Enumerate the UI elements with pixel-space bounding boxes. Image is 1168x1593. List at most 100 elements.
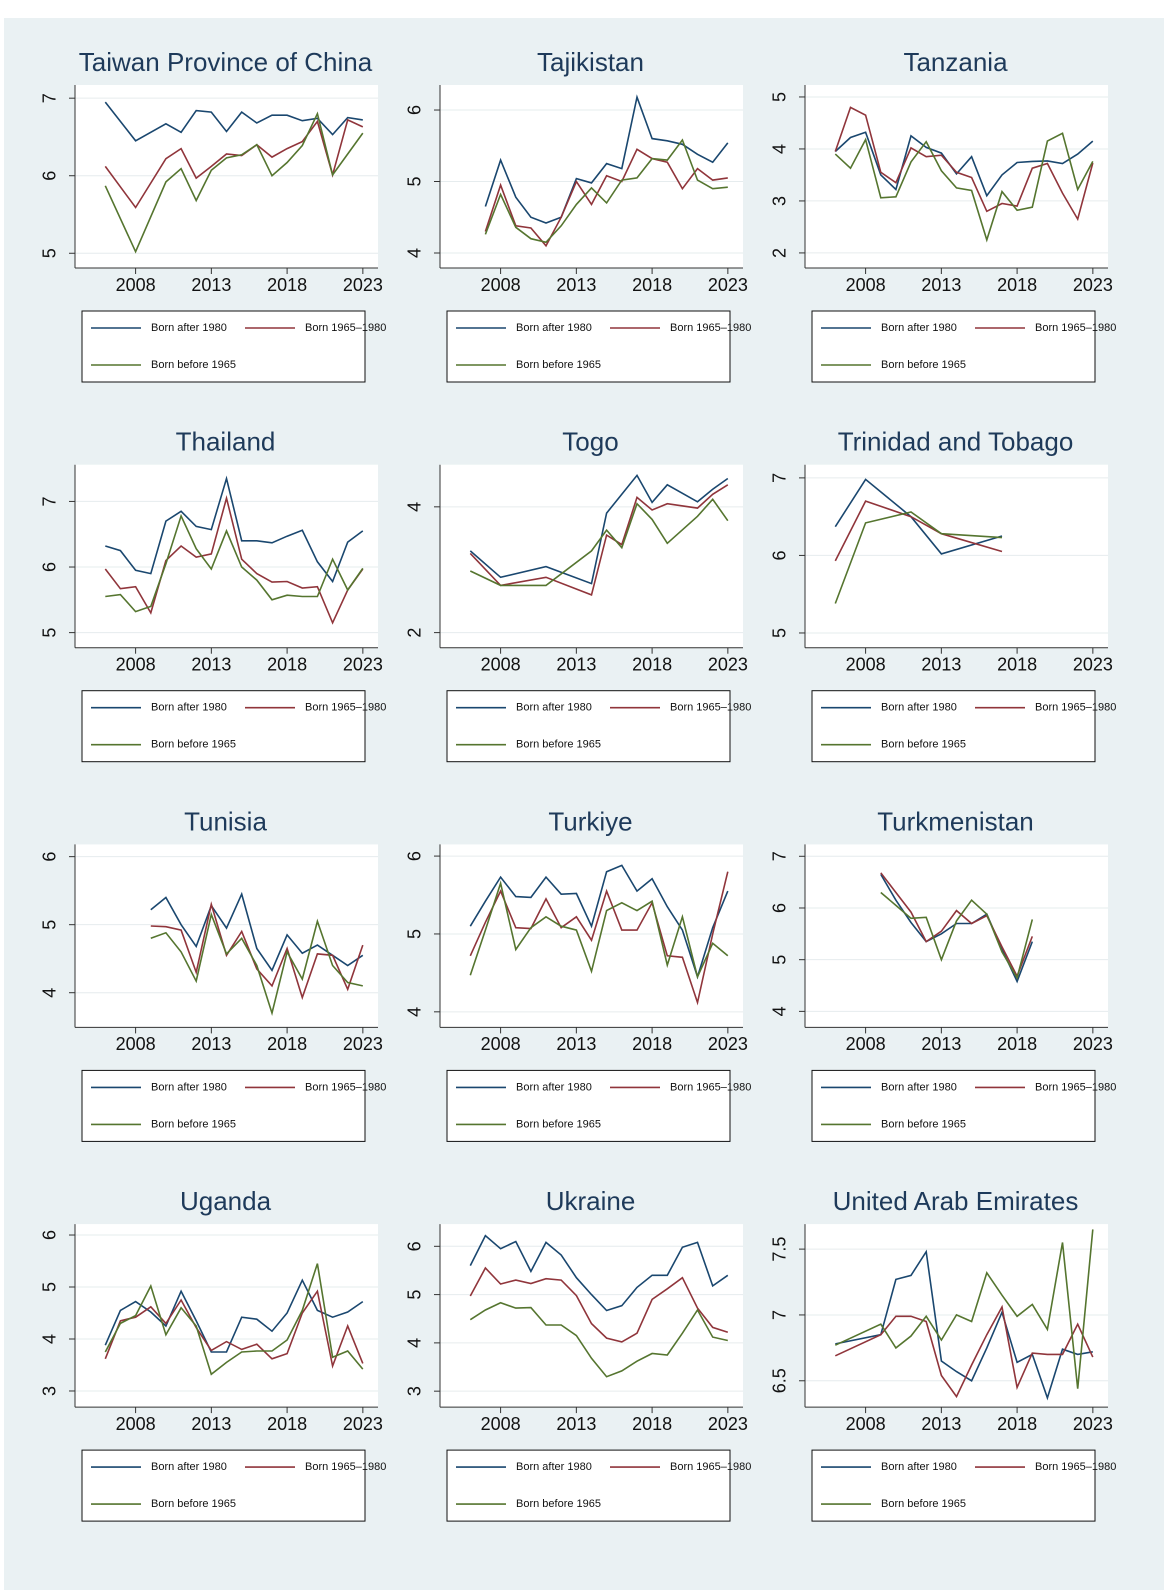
legend: [446, 1449, 731, 1522]
y-tick-label: 5: [40, 628, 60, 638]
series-line: [469, 1301, 728, 1378]
y-tick-label: 6: [770, 903, 790, 913]
y-tick-label: 5: [405, 929, 425, 939]
legend-label: Born before 1965: [516, 739, 601, 751]
series-line: [484, 138, 728, 244]
legend: [446, 310, 731, 383]
legend-label: Born after 1980: [516, 322, 592, 334]
x-tick-label: 2018: [632, 1414, 672, 1434]
x-tick-label: 2008: [481, 654, 521, 674]
legend-label: Born before 1965: [516, 359, 601, 371]
legend-label: Born 1965–1980: [1035, 322, 1116, 334]
panel-title: Tanzania: [903, 47, 1008, 77]
legend-label: Born before 1965: [881, 1498, 966, 1510]
x-tick-label: 2013: [556, 1414, 596, 1434]
panel-title: Turkiye: [548, 806, 632, 836]
x-tick-label: 2008: [481, 275, 521, 295]
legend-label: Born 1965–1980: [305, 1081, 386, 1093]
series-line: [469, 473, 729, 585]
plot-area: [440, 1224, 743, 1408]
plot-area: [75, 85, 378, 268]
series-line: [880, 891, 1034, 980]
plot-area: [805, 85, 1108, 268]
x-tick-label: 2013: [556, 275, 596, 295]
legend: [811, 1069, 1096, 1142]
series-line: [105, 475, 364, 584]
legend: [81, 310, 366, 383]
legend-label: Born after 1980: [516, 702, 592, 714]
y-tick-label: 2: [405, 628, 425, 638]
y-tick-label: 4: [770, 1006, 790, 1016]
x-tick-label: 2023: [708, 1034, 748, 1054]
panel-title: Taiwan Province of China: [79, 47, 373, 77]
series-line: [834, 106, 1094, 222]
legend-label: Born after 1980: [881, 1461, 957, 1473]
legend-label: Born after 1980: [516, 1081, 592, 1093]
y-tick-label: 4: [40, 1334, 60, 1344]
y-tick-label: 3: [770, 196, 790, 206]
plot-area: [440, 85, 743, 268]
x-tick-label: 2018: [632, 654, 672, 674]
x-tick-label: 2023: [1073, 654, 1113, 674]
y-tick-label: 7: [770, 1310, 790, 1320]
x-tick-label: 2013: [921, 1414, 961, 1434]
legend-label: Born after 1980: [516, 1461, 592, 1473]
plot-area: [75, 1224, 378, 1408]
legend: [811, 1449, 1096, 1522]
legend-label: Born after 1980: [881, 702, 957, 714]
y-tick-label: 6: [40, 171, 60, 181]
series-line: [835, 1249, 1093, 1401]
y-tick-label: 5: [40, 920, 60, 930]
x-tick-label: 2018: [997, 275, 1037, 295]
y-tick-label: 5: [770, 628, 790, 638]
plot-area: [440, 464, 743, 648]
legend-label: Born before 1965: [881, 359, 966, 371]
y-tick-label: 6: [40, 852, 60, 862]
plot-area: [805, 464, 1108, 648]
panel-title: United Arab Emirates: [833, 1186, 1079, 1216]
legend-label: Born before 1965: [151, 359, 236, 371]
legend: [81, 1449, 366, 1522]
legend-label: Born before 1965: [516, 1118, 601, 1130]
series-line: [150, 911, 363, 1017]
panel-title: Togo: [562, 427, 618, 457]
series-line: [104, 1278, 364, 1353]
y-tick-label: 6: [405, 1241, 425, 1251]
legend-label: Born before 1965: [881, 739, 966, 751]
y-tick-label: 5: [40, 248, 60, 258]
x-tick-label: 2018: [997, 654, 1037, 674]
series-line: [104, 111, 364, 254]
x-tick-label: 2013: [921, 654, 961, 674]
x-tick-label: 2018: [997, 1414, 1037, 1434]
series-line: [484, 94, 729, 224]
y-tick-label: 4: [405, 1338, 425, 1348]
panel-title: Tunisia: [184, 806, 267, 836]
x-tick-label: 2008: [846, 654, 886, 674]
series-line: [834, 1304, 1094, 1399]
series-line: [834, 1229, 1094, 1389]
x-tick-label: 2023: [343, 654, 383, 674]
x-tick-label: 2023: [343, 1414, 383, 1434]
x-tick-label: 2008: [481, 1414, 521, 1434]
legend: [81, 1069, 366, 1142]
x-tick-label: 2018: [267, 275, 307, 295]
x-tick-label: 2013: [556, 654, 596, 674]
y-tick-label: 7: [770, 851, 790, 861]
legend-label: Born after 1980: [881, 322, 957, 334]
y-tick-label: 2: [770, 248, 790, 258]
y-tick-label: 5: [770, 92, 790, 102]
legend-label: Born 1965–1980: [1035, 1081, 1116, 1093]
y-tick-label: 6: [40, 562, 60, 572]
y-tick-label: 5: [770, 955, 790, 965]
legend-label: Born 1965–1980: [305, 1461, 386, 1473]
legend: [811, 310, 1096, 383]
x-tick-label: 2013: [191, 1414, 231, 1434]
x-tick-label: 2023: [1073, 275, 1113, 295]
legend: [446, 690, 731, 763]
x-tick-label: 2023: [708, 1414, 748, 1434]
series-line: [834, 131, 1094, 198]
legend-label: Born before 1965: [151, 739, 236, 751]
x-tick-label: 2008: [116, 1414, 156, 1434]
x-tick-label: 2023: [708, 275, 748, 295]
